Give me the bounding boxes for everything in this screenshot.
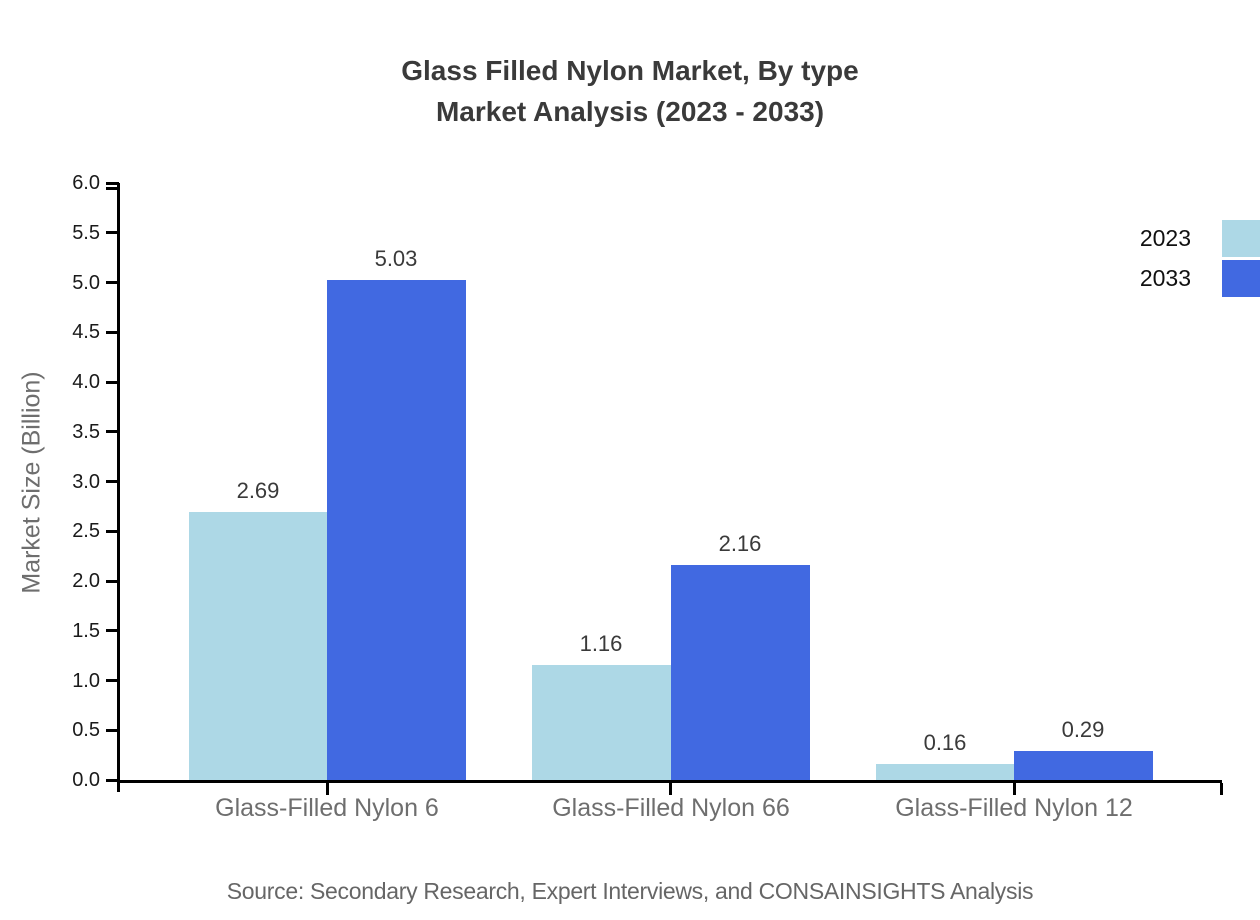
y-tick-label: 2.0 bbox=[72, 570, 100, 592]
bar-value-label: 1.16 bbox=[579, 631, 623, 656]
legend-item: 2033 bbox=[1140, 260, 1260, 297]
bar-value-label: 2.16 bbox=[718, 531, 762, 556]
y-tick-label: 3.0 bbox=[72, 471, 100, 493]
y-tick-label: 4.5 bbox=[72, 321, 100, 343]
y-tick bbox=[106, 729, 119, 732]
y-tick bbox=[106, 629, 119, 632]
category-label-0: Glass-Filled Nylon 6 bbox=[215, 794, 439, 822]
y-tick bbox=[106, 281, 119, 284]
y-tick bbox=[106, 679, 119, 682]
legend-label: 2023 bbox=[1139, 225, 1191, 251]
bar-2033-1 bbox=[671, 565, 810, 780]
y-tick bbox=[106, 530, 119, 533]
bar-value-label: 5.03 bbox=[374, 246, 418, 271]
legend-label: 2033 bbox=[1139, 265, 1191, 291]
x-tick bbox=[669, 783, 672, 795]
y-tick-label: 0.0 bbox=[72, 769, 100, 791]
y-tick bbox=[106, 779, 119, 782]
y-tick bbox=[106, 182, 119, 185]
y-tick bbox=[106, 381, 119, 384]
y-tick-label: 2.5 bbox=[72, 520, 100, 542]
chart-title-line-1: Glass Filled Nylon Market, By type bbox=[401, 55, 859, 86]
x-tick bbox=[1220, 783, 1223, 795]
bar-2023-1 bbox=[532, 665, 671, 780]
source-note: Source: Secondary Research, Expert Inter… bbox=[226, 878, 1034, 904]
bar-2023-2 bbox=[876, 764, 1015, 780]
bar-value-label: 0.16 bbox=[923, 730, 967, 755]
y-tick-label: 1.0 bbox=[72, 670, 100, 692]
bar-2033-0 bbox=[327, 280, 466, 780]
y-tick bbox=[106, 480, 119, 483]
bar-value-label: 0.29 bbox=[1061, 717, 1105, 742]
y-axis-spine bbox=[117, 183, 120, 792]
y-tick-label: 6.0 bbox=[72, 172, 100, 194]
y-tick-label: 0.5 bbox=[72, 719, 100, 741]
bar-2023-0 bbox=[189, 512, 328, 780]
y-tick bbox=[106, 331, 119, 334]
y-tick bbox=[106, 430, 119, 433]
bar-value-label: 2.69 bbox=[236, 478, 280, 503]
legend: 2023 2033 bbox=[1140, 220, 1260, 297]
category-label-2: Glass-Filled Nylon 12 bbox=[895, 794, 1133, 822]
y-tick-label: 5.0 bbox=[72, 272, 100, 294]
x-tick bbox=[326, 783, 329, 795]
legend-item: 2023 bbox=[1140, 220, 1260, 257]
chart-title-line-2: Market Analysis (2023 - 2033) bbox=[435, 96, 825, 127]
y-tick-label: 4.0 bbox=[72, 371, 100, 393]
y-axis-top-tick bbox=[106, 187, 119, 190]
bar-2033-2 bbox=[1014, 751, 1153, 780]
category-label-1: Glass-Filled Nylon 66 bbox=[552, 794, 790, 822]
y-tick bbox=[106, 580, 119, 583]
legend-swatch bbox=[1222, 260, 1260, 297]
y-tick-label: 3.5 bbox=[72, 421, 100, 443]
y-tick bbox=[106, 231, 119, 234]
chart-title: Glass Filled Nylon Market, By type Marke… bbox=[0, 50, 1260, 132]
y-tick-label: 5.5 bbox=[72, 222, 100, 244]
y-tick-label: 1.5 bbox=[72, 620, 100, 642]
legend-swatch bbox=[1222, 220, 1260, 257]
x-tick bbox=[1013, 783, 1016, 795]
x-axis-spine bbox=[117, 780, 1222, 783]
